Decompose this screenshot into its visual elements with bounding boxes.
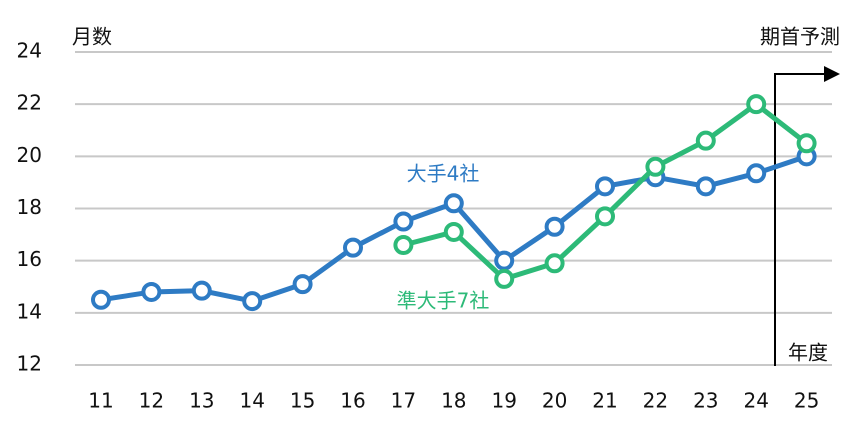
series-label: 大手4社 [407, 162, 480, 186]
point [544, 253, 565, 274]
point [292, 274, 313, 295]
y-tick-label: 24 [17, 39, 42, 63]
y-tick-label: 18 [17, 195, 42, 219]
x-tick-label: 13 [189, 389, 214, 413]
point [91, 289, 111, 310]
x-axis-label: 年度 [788, 341, 828, 365]
x-tick-label: 20 [542, 389, 567, 413]
x-tick-label: 24 [743, 389, 768, 413]
point [443, 221, 464, 242]
series-label: 準大手7社 [397, 289, 490, 313]
point [393, 211, 414, 232]
point [191, 280, 212, 301]
y-tick-label: 22 [17, 91, 42, 115]
point [695, 176, 716, 197]
x-tick-label: 18 [441, 389, 466, 413]
x-tick-label: 19 [491, 389, 516, 413]
x-tick-label: 17 [391, 389, 416, 413]
point [443, 193, 464, 214]
point [494, 250, 515, 271]
x-tick-label: 22 [643, 389, 668, 413]
x-tick-label: 15 [290, 389, 315, 413]
point [242, 291, 263, 312]
x-tick-label: 25 [794, 389, 819, 413]
point [645, 156, 666, 177]
point [746, 163, 767, 184]
point [343, 237, 363, 258]
point [393, 235, 414, 256]
point [595, 206, 615, 227]
point [595, 176, 615, 197]
point [494, 268, 515, 289]
y-tick-label: 12 [17, 352, 42, 376]
x-tick-label: 14 [239, 389, 264, 413]
point [141, 281, 162, 302]
forecast-annotation: 期首予測 [760, 25, 840, 49]
point [695, 130, 716, 151]
grid [75, 51, 832, 366]
point [746, 94, 767, 115]
y-tick-label: 16 [17, 247, 42, 271]
x-tick-label: 23 [693, 389, 718, 413]
x-tick-label: 21 [592, 389, 617, 413]
x-tick-label: 16 [340, 389, 365, 413]
x-tick-label: 12 [139, 389, 164, 413]
point [796, 133, 817, 154]
point [544, 216, 565, 237]
forecast-arrow [824, 66, 840, 82]
y-tick-label: 14 [17, 299, 42, 323]
y-tick-label: 20 [17, 143, 42, 167]
x-tick-label: 11 [88, 389, 113, 413]
y-axis-label: 月数 [72, 25, 112, 49]
forecast-marker [774, 73, 826, 366]
